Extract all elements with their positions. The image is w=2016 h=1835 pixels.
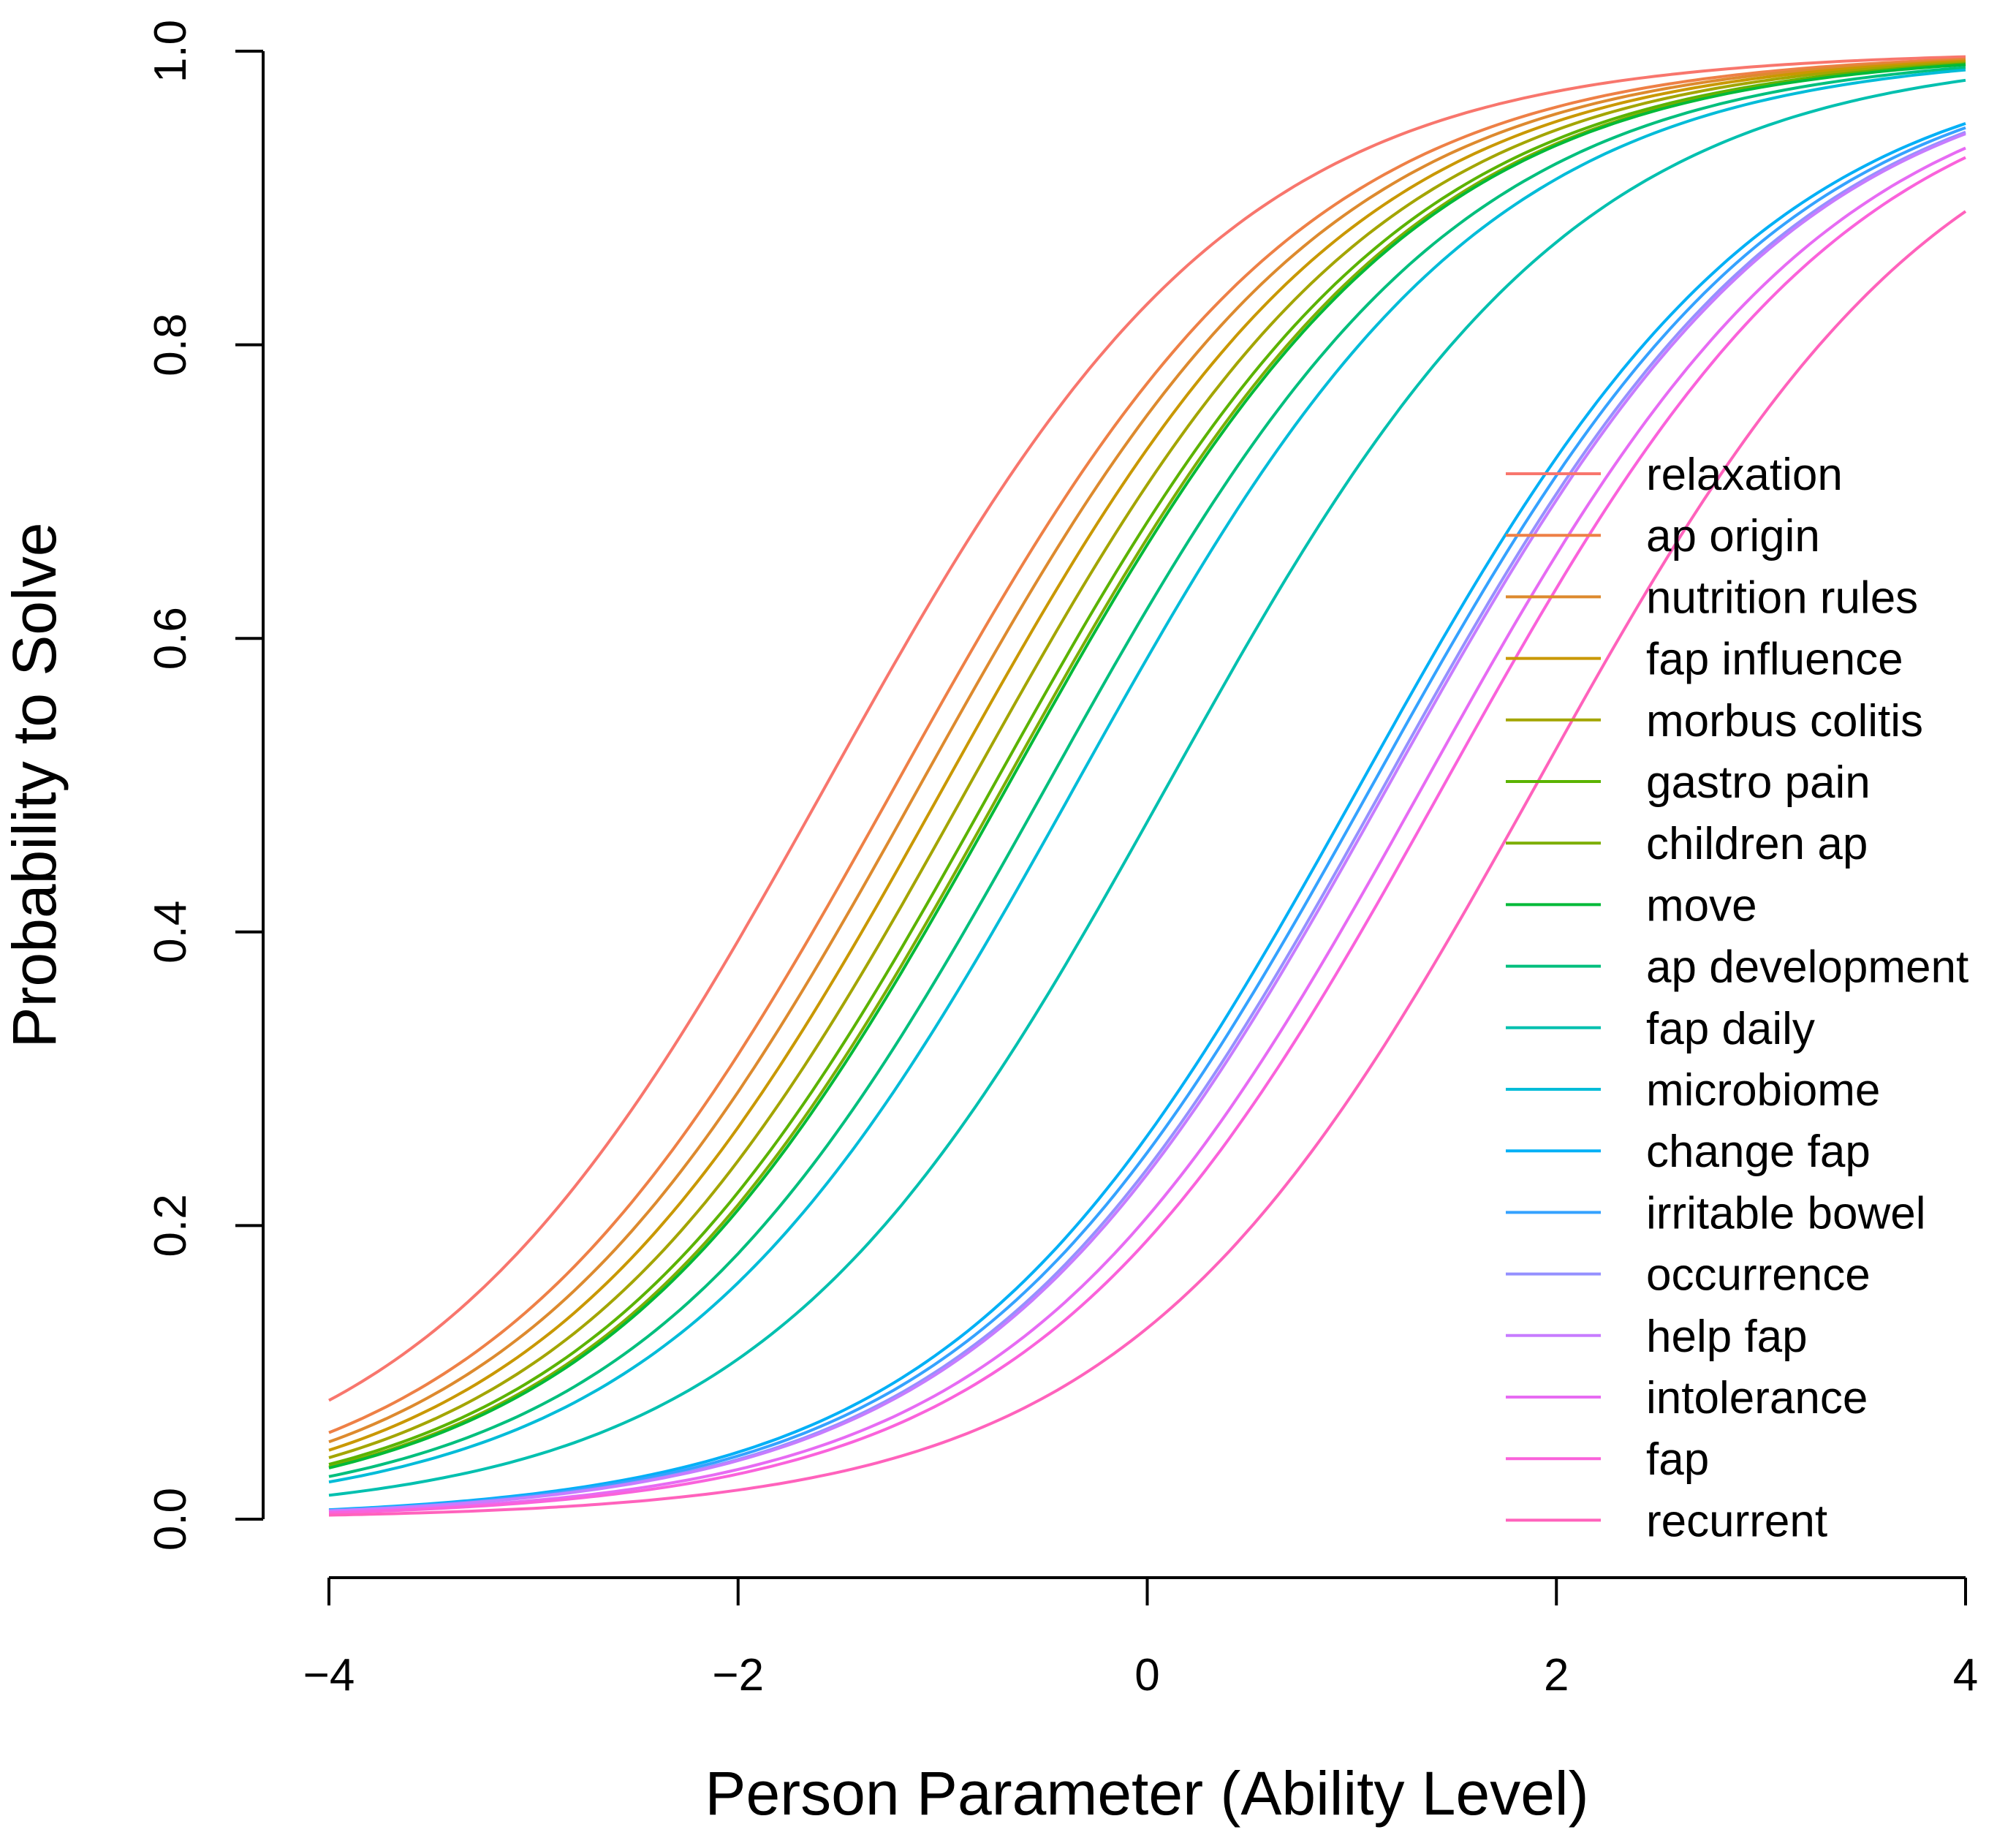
series-line-intolerance <box>328 146 1966 1514</box>
x-tick-label: 2 <box>1544 1650 1569 1700</box>
y-tick-label: 0.2 <box>145 1194 196 1257</box>
series-line-morbus-colitis <box>328 61 1966 1459</box>
x-tick-label: −2 <box>712 1650 764 1700</box>
legend-label: relaxation <box>1646 450 1843 500</box>
y-tick-label: 0.8 <box>145 313 196 376</box>
legend-label: nutrition rules <box>1646 572 1918 623</box>
legend-label: intolerance <box>1646 1373 1868 1423</box>
legend-label: children ap <box>1646 819 1868 869</box>
series-line-relaxation <box>328 55 1966 1402</box>
series-line-microbiome <box>328 68 1966 1484</box>
x-tick-label: 4 <box>1953 1650 1978 1700</box>
y-axis-title: Probability to Solve <box>0 522 69 1048</box>
curves-layer <box>328 55 1967 1517</box>
legend-label: ap development <box>1646 942 1968 993</box>
series-line-recurrent <box>328 210 1967 1517</box>
legend-label: move <box>1646 880 1757 931</box>
series-line-gastro-pain <box>328 62 1966 1466</box>
legend-label: fap <box>1646 1434 1709 1485</box>
series-line-help-fap <box>328 132 1966 1513</box>
series-line-fap-influence <box>328 59 1966 1452</box>
y-tick-label: 1.0 <box>145 20 196 83</box>
y-tick-label: 0.0 <box>145 1488 196 1551</box>
legend-label: fap daily <box>1646 1004 1815 1054</box>
legend-label: help fap <box>1646 1312 1808 1362</box>
x-tick-label: −4 <box>303 1650 355 1700</box>
series-line-change-fap <box>328 122 1966 1512</box>
series-line-move <box>328 63 1966 1469</box>
legend-label: microbiome <box>1646 1065 1880 1116</box>
legend: relaxation ap origin nutrition rules fap in… <box>1506 450 1968 1546</box>
legend-label: gastro pain <box>1646 757 1871 808</box>
series-line-ap-origin <box>328 57 1966 1434</box>
legend-label: fap influence <box>1646 635 1903 685</box>
x-axis: −4 −2 0 2 4 <box>303 1576 1978 1700</box>
y-tick-label: 0.4 <box>145 901 196 964</box>
y-ticks: 0.0 0.2 0.4 0.6 0.8 1.0 <box>145 20 263 1551</box>
series-line-irritable-bowel <box>328 126 1966 1512</box>
x-axis-title: Person Parameter (Ability Level) <box>705 1759 1588 1828</box>
x-tick-label: 0 <box>1134 1650 1159 1700</box>
series-line-fap <box>328 156 1966 1515</box>
legend-label: change fap <box>1646 1127 1871 1177</box>
series-line-ap-development <box>328 66 1966 1478</box>
series-line-fap-daily <box>328 78 1966 1497</box>
legend-label: morbus colitis <box>1646 696 1923 746</box>
legend-label: irritable bowel <box>1646 1188 1926 1238</box>
y-tick-label: 0.6 <box>145 607 196 670</box>
y-axis: 0.0 0.2 0.4 0.6 0.8 1.0 <box>145 20 265 1551</box>
series-line-nutrition-rules <box>328 58 1966 1444</box>
legend-label: occurrence <box>1646 1250 1871 1301</box>
x-ticks: −4 −2 0 2 4 <box>303 1578 1978 1700</box>
legend-label: ap origin <box>1646 511 1820 561</box>
legend-label: recurrent <box>1646 1496 1827 1546</box>
